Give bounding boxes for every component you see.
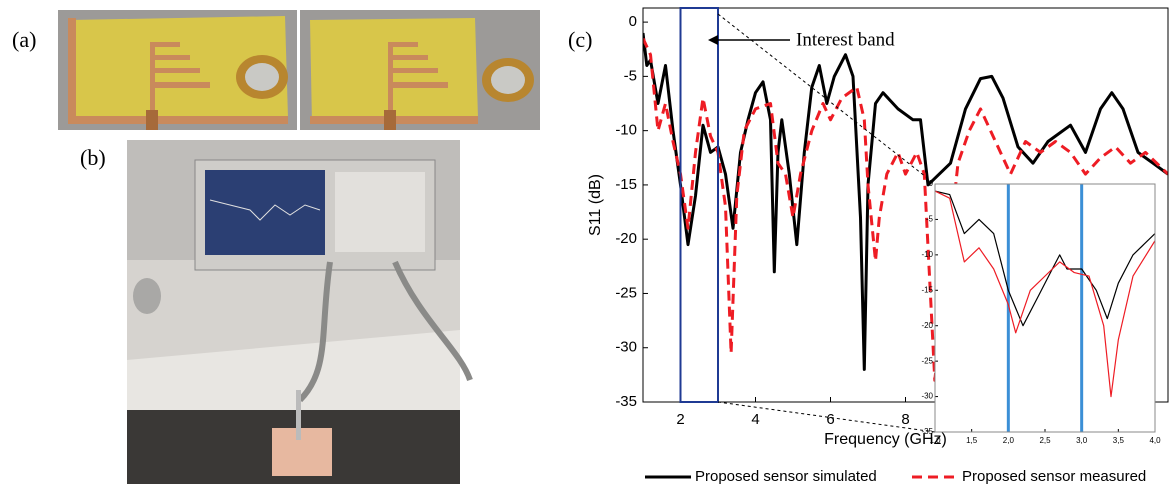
x-tick-label: 6	[826, 411, 834, 428]
annotation: Interest band	[796, 29, 895, 50]
y-tick-label: -10	[615, 122, 637, 139]
y-tick-label: -30	[921, 392, 933, 401]
y-tick-label: -25	[921, 356, 933, 365]
y-axis-label: S11 (dB)	[587, 174, 604, 236]
chart: 0-5-10-15-20-25-30-352468101214Interest …	[587, 7, 1169, 485]
y-tick-label: -20	[615, 230, 637, 247]
y-tick-label: -5	[926, 215, 934, 224]
x-tick-label: 4	[751, 411, 759, 428]
x-axis-label: Frequency (GHz)	[824, 431, 947, 448]
x-tick-label: 2,0	[1003, 436, 1015, 445]
x-tick-label: 2	[676, 411, 684, 428]
y-tick-label: -10	[921, 250, 933, 259]
arrow-head	[708, 35, 718, 45]
legend-label: Proposed sensor simulated	[695, 468, 877, 485]
photo-a	[58, 10, 540, 130]
plot-frame	[934, 183, 1156, 433]
panel-label: (c)	[568, 27, 592, 52]
legend-label: Proposed sensor measured	[962, 468, 1146, 485]
inset-background	[935, 184, 1155, 432]
y-tick-label: 0	[929, 179, 934, 188]
plot-area	[935, 190, 1155, 398]
x-tick-label: 4,0	[1149, 436, 1161, 445]
panel-label: (b)	[80, 145, 106, 170]
y-tick-label: -30	[615, 339, 637, 356]
plot-frame	[642, 7, 1169, 403]
zoom-line	[717, 401, 936, 433]
y-tick-label: 0	[629, 13, 637, 30]
zoom-line	[717, 13, 936, 185]
x-tick-label: 8	[901, 411, 909, 428]
y-tick-label: -35	[921, 427, 933, 436]
photo-b	[127, 140, 473, 484]
series-line	[643, 32, 1168, 371]
x-tick-label: 3,5	[1113, 436, 1125, 445]
x-tick-label: 1,5	[966, 436, 978, 445]
y-tick-label: -15	[921, 285, 933, 294]
x-tick-label: 2,5	[1039, 436, 1051, 445]
x-tick-label: 3,0	[1076, 436, 1088, 445]
y-tick-label: -5	[624, 67, 637, 84]
y-tick-label: -20	[921, 321, 933, 330]
series-line	[643, 37, 1168, 382]
x-tick-label: 1,0	[929, 436, 941, 445]
y-tick-label: -15	[615, 176, 637, 193]
interest-band	[679, 7, 719, 403]
y-tick-label: -35	[615, 393, 637, 410]
y-tick-label: -25	[615, 284, 637, 301]
series-line	[935, 190, 1155, 398]
panel-label: (a)	[12, 27, 36, 52]
plot-area	[643, 32, 1168, 382]
